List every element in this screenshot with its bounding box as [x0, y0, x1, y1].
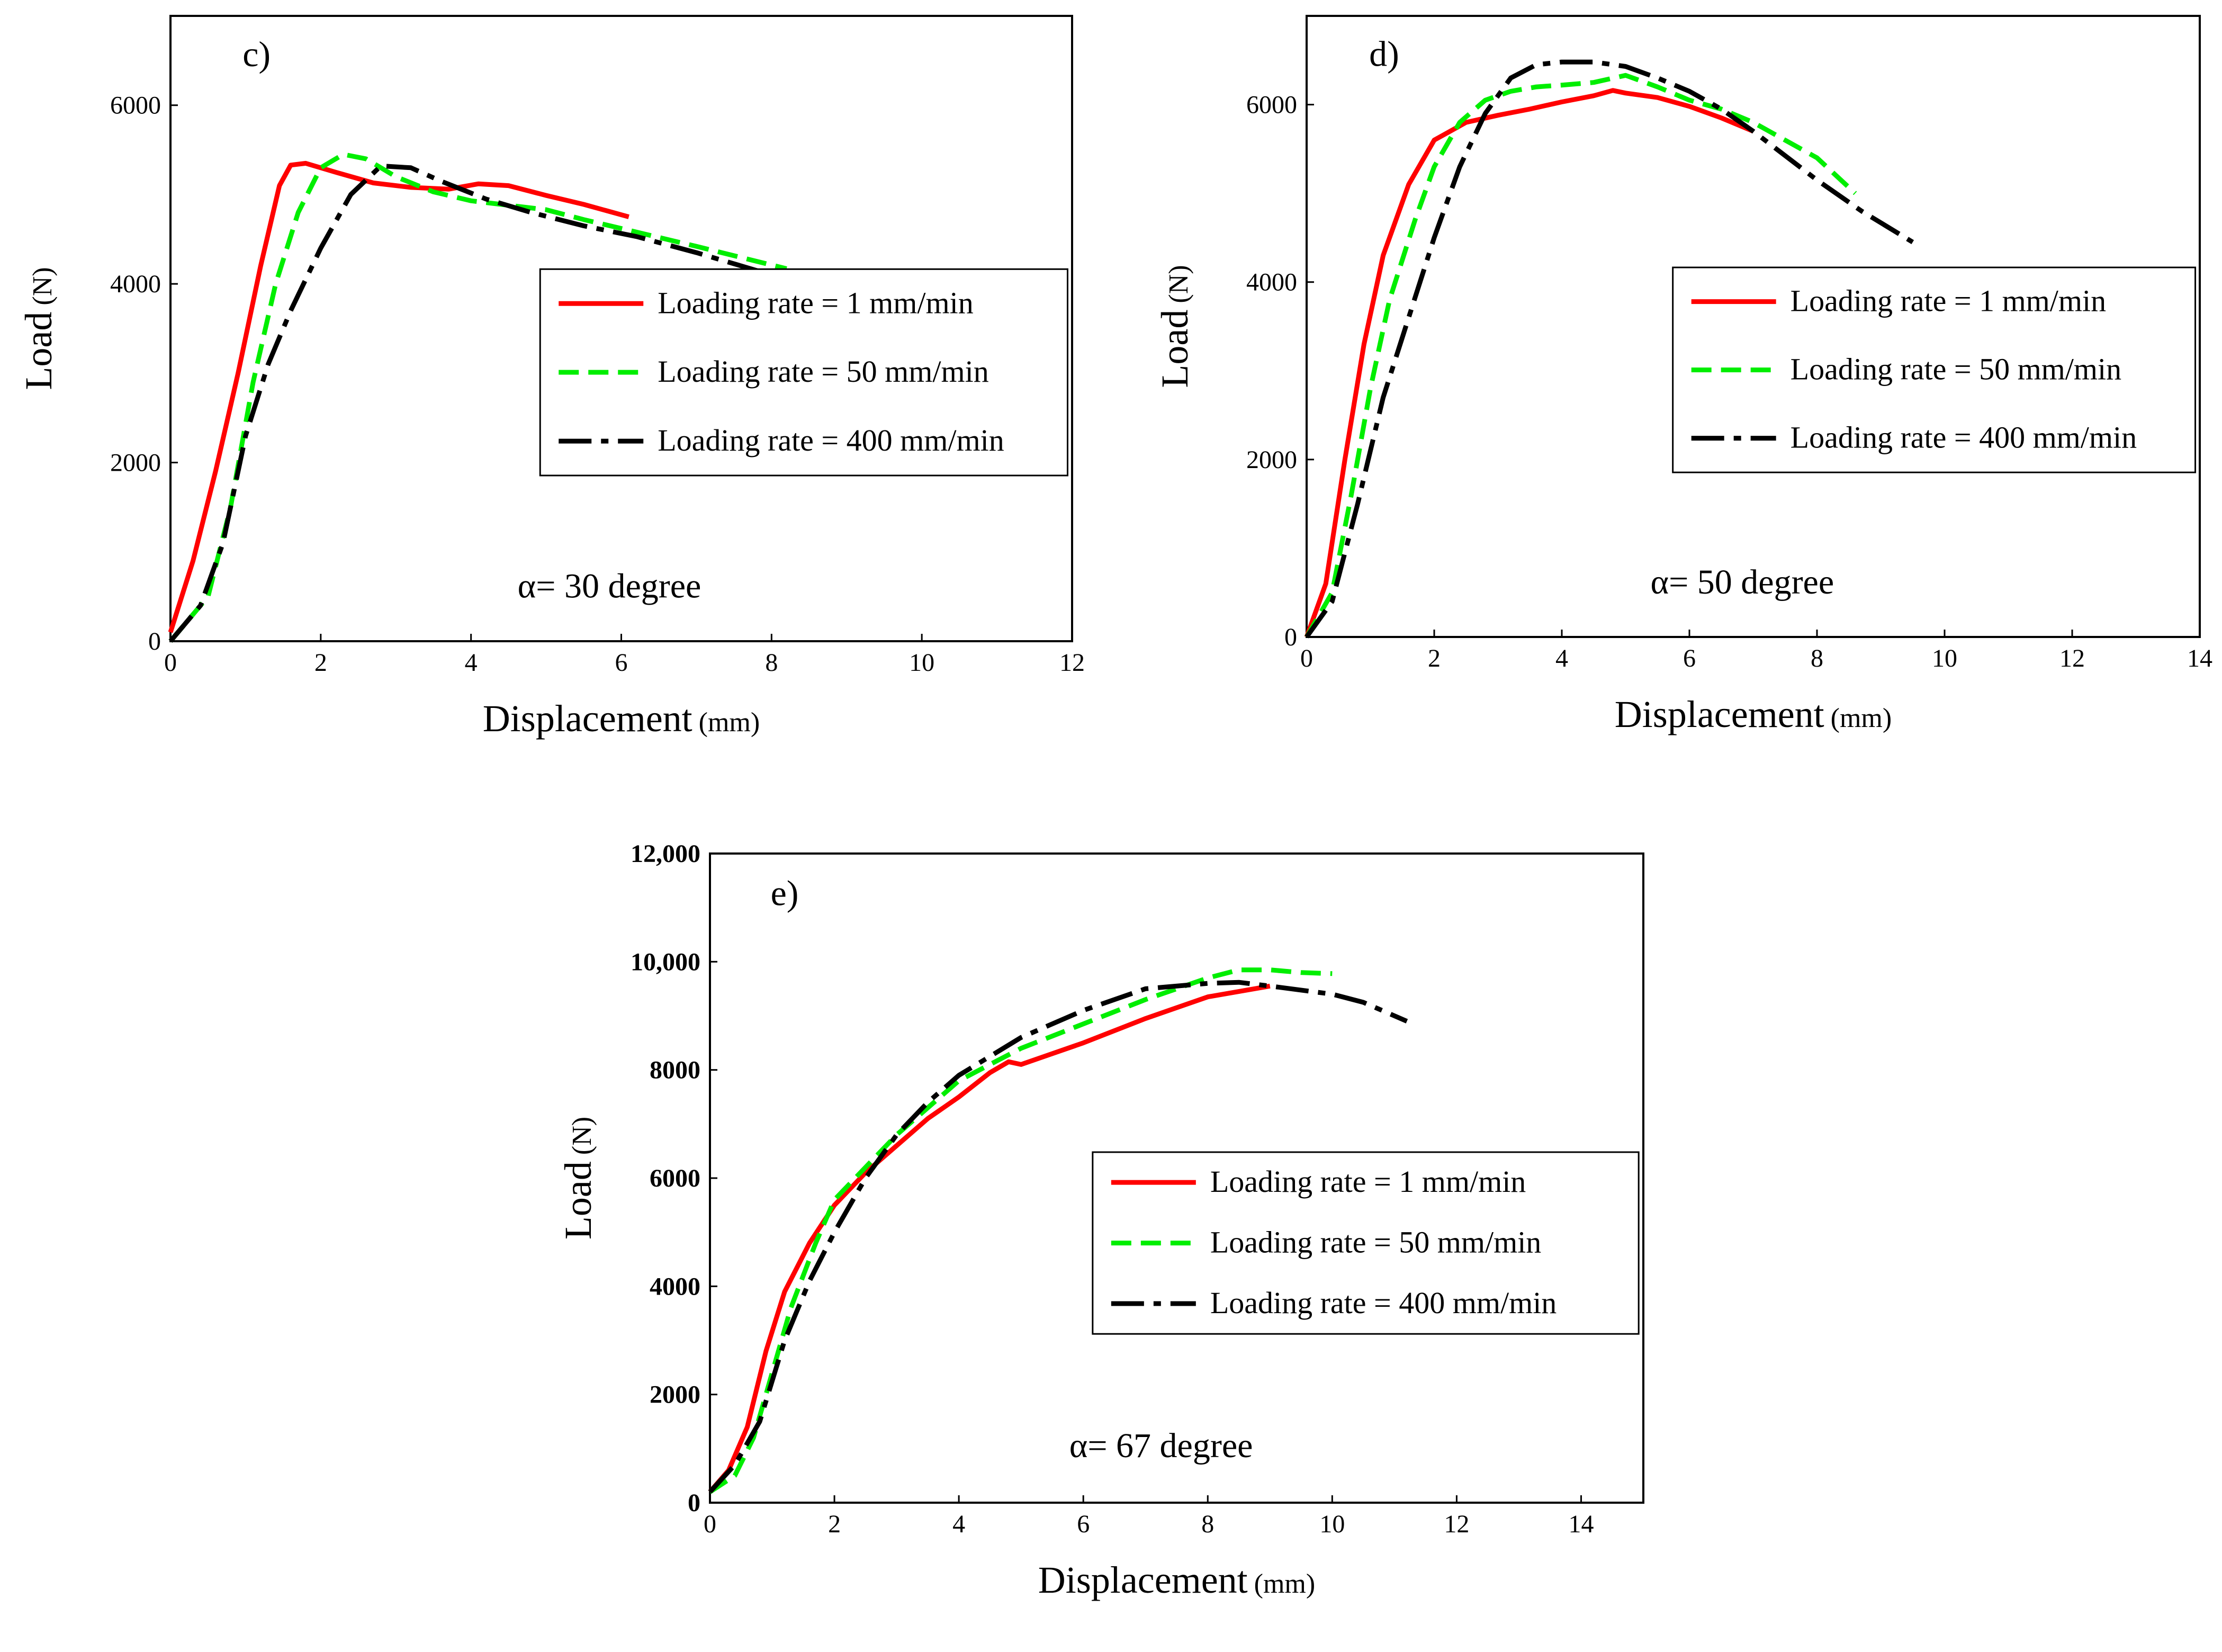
x-tick-label: 12 — [1444, 1510, 1469, 1538]
angle-annotation: α= 67 degree — [1069, 1426, 1253, 1465]
y-axis-label: Load (N) — [557, 1117, 599, 1240]
legend-label-2: Loading rate = 50 mm/min — [658, 354, 988, 389]
legend-label-3: Loading rate = 400 mm/min — [658, 423, 1004, 457]
chart-panel-3: 0 2 4 6 8 10 12 14 0 2000 4000 6000 8000 10,000 12,000… — [557, 840, 1644, 1601]
y-tick-label: 10,000 — [631, 948, 700, 976]
panel-label: e) — [771, 873, 799, 913]
y-axis-label: Load (N) — [17, 267, 60, 390]
x-tick-label: 12 — [2059, 644, 2085, 672]
panel-label: d) — [1369, 34, 1399, 74]
angle-annotation: α= 50 degree — [1650, 563, 1834, 601]
x-tick-label: 14 — [2187, 644, 2212, 672]
x-tick-label: 0 — [164, 649, 177, 677]
x-axis-label: Displacement (mm) — [483, 697, 760, 740]
y-tick-label: 8000 — [650, 1056, 700, 1084]
series-line-2 — [708, 967, 1333, 1494]
series-line-1 — [708, 983, 1271, 1494]
x-tick-label: 2 — [1428, 644, 1441, 672]
x-tick-label: 12 — [1059, 649, 1085, 677]
y-axis-unit: (N) — [567, 1117, 597, 1155]
x-tick-label: 6 — [1683, 644, 1696, 672]
series-line-3 — [708, 980, 1408, 1494]
y-tick-label: 4000 — [1246, 268, 1297, 297]
y-tick-label: 6000 — [1246, 91, 1297, 119]
x-tick-label: 4 — [952, 1510, 965, 1538]
y-tick-label: 0 — [1284, 623, 1297, 651]
legend-label-2: Loading rate = 50 mm/min — [1791, 352, 2121, 387]
y-axis-title: Load — [1154, 310, 1196, 388]
y-axis-title: Load — [557, 1161, 599, 1240]
y-tick-label: 4000 — [110, 270, 161, 298]
x-tick-label: 10 — [909, 649, 934, 677]
series-line-1 — [1304, 88, 1755, 638]
y-tick-label: 2000 — [110, 449, 161, 477]
series-line-3 — [168, 163, 825, 643]
x-tick-label: 6 — [615, 649, 628, 677]
y-axis-title: Load — [17, 312, 60, 390]
legend-label-1: Loading rate = 1 mm/min — [658, 285, 973, 320]
y-tick-label: 0 — [148, 627, 161, 656]
y-axis-unit: (N) — [1164, 265, 1194, 303]
chart-panel-2: 0 2 4 6 8 10 12 14 0 2000 4000 6000 Displacement (mm)… — [1154, 15, 2212, 735]
x-tick-label: 0 — [1300, 644, 1313, 672]
x-tick-label: 2 — [314, 649, 327, 677]
x-tick-label: 10 — [1319, 1510, 1345, 1538]
x-axis-label: Displacement (mm) — [1038, 1559, 1315, 1601]
legend-label-2: Loading rate = 50 mm/min — [1210, 1225, 1541, 1260]
legend: Loading rate = 1 mm/min Loading rate = 50… — [539, 268, 1068, 477]
legend: Loading rate = 1 mm/min Loading rate = 50… — [1672, 266, 2197, 473]
series-line-1 — [168, 160, 629, 633]
y-tick-label: 2000 — [650, 1381, 700, 1409]
x-tick-label: 10 — [1932, 644, 1957, 672]
series-line-2 — [168, 152, 787, 643]
legend-label-1: Loading rate = 1 mm/min — [1210, 1164, 1526, 1199]
x-axis-label: Displacement (mm) — [1615, 693, 1892, 735]
y-axis-label: Load (N) — [1154, 265, 1196, 388]
x-axis-title: Displacement — [1038, 1559, 1248, 1601]
legend-label-1: Loading rate = 1 mm/min — [1791, 284, 2106, 318]
y-tick-label: 4000 — [650, 1272, 700, 1300]
x-tick-label: 2 — [828, 1510, 841, 1538]
x-axis-title: Displacement — [1615, 693, 1824, 735]
x-axis-title: Displacement — [483, 697, 692, 740]
legend: Loading rate = 1 mm/min Loading rate = 50… — [1092, 1151, 1640, 1335]
x-tick-label: 6 — [1077, 1510, 1090, 1538]
x-tick-label: 8 — [1811, 644, 1823, 672]
legend-label-3: Loading rate = 400 mm/min — [1210, 1286, 1557, 1320]
x-tick-label: 14 — [1568, 1510, 1594, 1538]
y-tick-label: 2000 — [1246, 446, 1297, 474]
x-tick-label: 8 — [1201, 1510, 1214, 1538]
y-tick-label: 0 — [688, 1489, 700, 1517]
x-axis-unit: (mm) — [1831, 703, 1892, 733]
x-tick-label: 0 — [704, 1510, 716, 1538]
x-axis-unit: (mm) — [699, 707, 760, 738]
legend-label-3: Loading rate = 400 mm/min — [1791, 420, 2137, 455]
panel-label: c) — [242, 34, 271, 74]
plot-frame — [1306, 15, 2201, 638]
chart-panel-1: 0 2 4 6 8 10 12 0 2000 4000 6000 Displacement (mm) Lo… — [17, 15, 1085, 740]
angle-annotation: α= 30 degree — [518, 567, 701, 605]
x-tick-label: 8 — [765, 649, 778, 677]
x-tick-label: 4 — [1555, 644, 1568, 672]
x-tick-label: 4 — [465, 649, 478, 677]
x-axis-unit: (mm) — [1254, 1569, 1316, 1599]
y-axis-unit: (N) — [28, 267, 58, 305]
y-tick-label: 6000 — [110, 92, 161, 120]
y-tick-label: 12,000 — [631, 840, 700, 868]
series-line-3 — [1305, 59, 1914, 639]
y-tick-label: 6000 — [650, 1164, 700, 1192]
